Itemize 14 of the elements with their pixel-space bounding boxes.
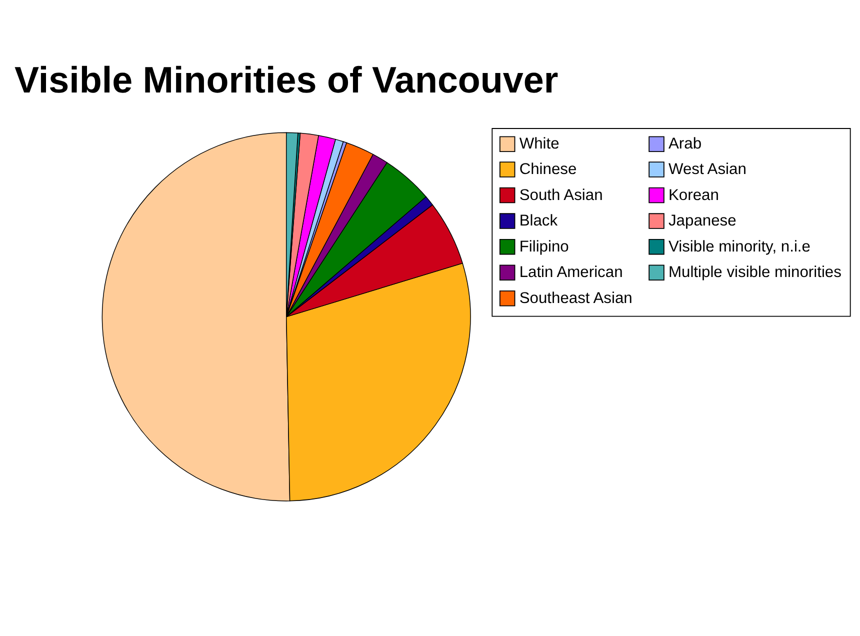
chart-title: Visible Minorities of Vancouver — [14, 60, 558, 101]
legend-label: Japanese — [668, 212, 736, 230]
legend-label: White — [519, 136, 560, 153]
legend-label: Arab — [668, 136, 702, 153]
legend-label: Latin American — [519, 264, 623, 282]
legend-label: Korean — [668, 186, 719, 204]
legend-label: Chinese — [519, 161, 577, 178]
legend-label: West Asian — [668, 161, 746, 178]
legend-label: Southeast Asian — [519, 290, 632, 307]
legend-label: South Asian — [519, 186, 603, 204]
legend-label: Filipino — [519, 238, 570, 256]
legend-label: Black — [519, 212, 558, 230]
legend-label: Multiple visible minorities — [668, 264, 842, 282]
legend-label: Visible minority, n.i.e — [668, 238, 810, 256]
